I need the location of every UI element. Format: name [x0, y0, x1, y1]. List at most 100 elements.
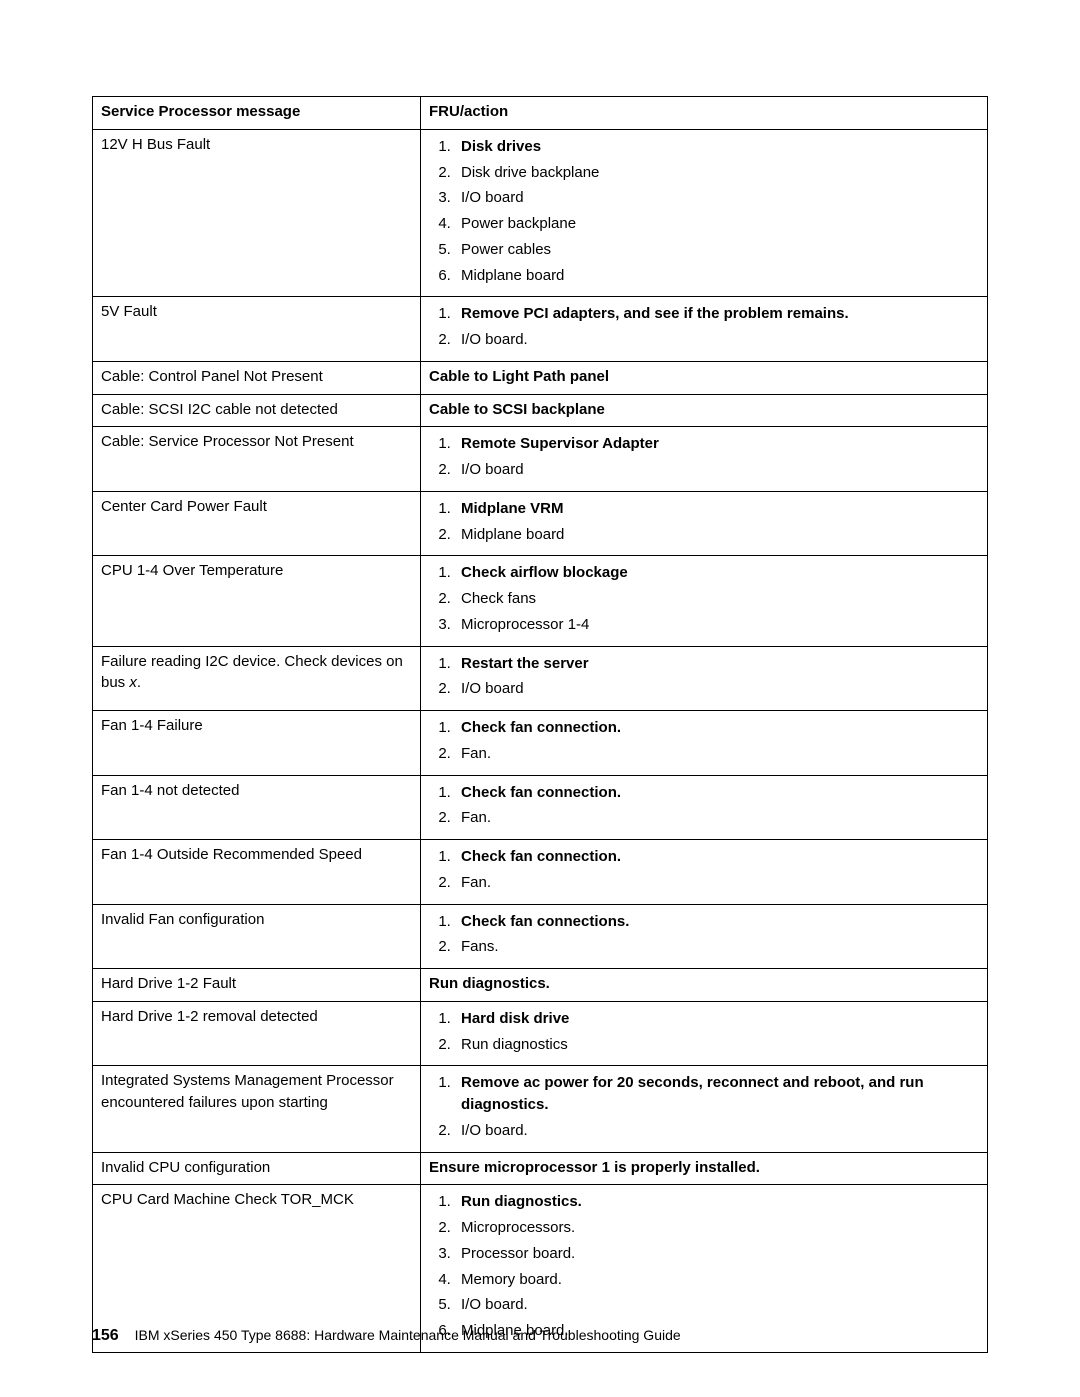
header-message: Service Processor message	[93, 97, 421, 130]
step-text: I/O board.	[461, 331, 528, 348]
action-text: Cable to Light Path panel	[429, 368, 609, 385]
action-step: Midplane board	[455, 524, 979, 546]
action-step: Microprocessors.	[455, 1217, 979, 1239]
action-step: Check fan connections.	[455, 911, 979, 933]
action-step: I/O board.	[455, 329, 979, 351]
step-text: Midplane VRM	[461, 500, 564, 517]
action-cell: Check fan connection. Fan.	[421, 711, 988, 776]
step-text: Microprocessor 1-4	[461, 616, 589, 633]
table-row: Cable: Control Panel Not PresentCable to…	[93, 361, 988, 394]
step-text: Hard disk drive	[461, 1010, 569, 1027]
action-steps: Check airflow blockage Check fans Micropro…	[429, 562, 979, 635]
table-row: Invalid CPU configuration Ensure micropro…	[93, 1152, 988, 1185]
action-cell: Hard disk drive Run diagnostics	[421, 1001, 988, 1066]
table-row: Center Card Power FaultMidplane VRMMidpl…	[93, 491, 988, 556]
step-text: Fan.	[461, 809, 491, 826]
table-row: 12V H Bus FaultDisk drivesDisk drive bac…	[93, 129, 988, 297]
table-row: CPU 1-4 Over TemperatureCheck airflow bl…	[93, 556, 988, 646]
action-cell: Midplane VRM Midplane board	[421, 491, 988, 556]
action-step: Check fans	[455, 588, 979, 610]
action-text: Ensure microprocessor 1 is properly inst…	[429, 1159, 760, 1176]
action-step: Restart the server	[455, 653, 979, 675]
step-text: Check airflow blockage	[461, 564, 628, 581]
action-step: Run diagnostics	[455, 1034, 979, 1056]
step-text: Power cables	[461, 241, 551, 258]
step-text: Memory board.	[461, 1271, 562, 1288]
action-step: Hard disk drive	[455, 1008, 979, 1030]
message-cell: Fan 1-4 Outside Recommended Speed	[93, 840, 421, 905]
table-body: 12V H Bus FaultDisk drivesDisk drive bac…	[93, 129, 988, 1352]
footer-text: IBM xSeries 450 Type 8688: Hardware Main…	[135, 1327, 681, 1343]
step-text: Fan.	[461, 874, 491, 891]
document-page: Service Processor message FRU/action 12V…	[0, 0, 1080, 1397]
step-text: Disk drive backplane	[461, 164, 599, 181]
action-step: Remote Supervisor Adapter	[455, 433, 979, 455]
message-cell: Cable: Service Processor Not Present	[93, 427, 421, 492]
table-row: Cable: Service Processor Not Present Remo…	[93, 427, 988, 492]
action-text: Run diagnostics.	[429, 975, 550, 992]
message-cell: Center Card Power Fault	[93, 491, 421, 556]
message-cell: Hard Drive 1-2 removal detected	[93, 1001, 421, 1066]
action-step: Fan.	[455, 872, 979, 894]
step-text: Run diagnostics.	[461, 1193, 582, 1210]
action-steps: Run diagnostics. Microprocessors. Processo…	[429, 1191, 979, 1342]
message-cell: Invalid CPU configuration	[93, 1152, 421, 1185]
page-footer: 156 IBM xSeries 450 Type 8688: Hardware …	[92, 1327, 681, 1345]
action-cell: Check fan connections. Fans.	[421, 904, 988, 969]
step-text: Check fan connection.	[461, 784, 621, 801]
table-row: Failure reading I2C device. Check device…	[93, 646, 988, 711]
action-steps: Disk drives Disk drive backplane I/O board…	[429, 136, 979, 287]
action-step: Check fan connection.	[455, 846, 979, 868]
action-step: I/O board.	[455, 1120, 979, 1142]
action-step: Midplane board	[455, 265, 979, 287]
action-steps: Midplane VRM Midplane board	[429, 498, 979, 546]
message-cell: Cable: SCSI I2C cable not detected	[93, 394, 421, 427]
action-step: I/O board	[455, 459, 979, 481]
table-row: Fan 1-4 not detectedCheck fan connection…	[93, 775, 988, 840]
action-step: Disk drives	[455, 136, 979, 158]
action-steps: Hard disk drive Run diagnostics	[429, 1008, 979, 1056]
step-text: I/O board	[461, 680, 524, 697]
step-text: Fan.	[461, 745, 491, 762]
action-cell: Ensure microprocessor 1 is properly inst…	[421, 1152, 988, 1185]
table-row: Hard Drive 1-2 removal detectedHard disk…	[93, 1001, 988, 1066]
step-text: Run diagnostics	[461, 1036, 568, 1053]
action-cell: Cable to SCSI backplane	[421, 394, 988, 427]
action-steps: Restart the server I/O board	[429, 653, 979, 701]
action-steps: Check fan connection. Fan.	[429, 782, 979, 830]
step-text: Midplane board	[461, 526, 564, 543]
action-step: Fan.	[455, 743, 979, 765]
table-row: Integrated Systems Management Processor …	[93, 1066, 988, 1152]
step-text: Processor board.	[461, 1245, 575, 1262]
action-cell: Check fan connection. Fan.	[421, 775, 988, 840]
page-number: 156	[92, 1327, 119, 1344]
step-text: Remove ac power for 20 seconds, reconnec…	[461, 1074, 924, 1113]
table-row: Invalid Fan configurationCheck fan conne…	[93, 904, 988, 969]
action-step: Midplane VRM	[455, 498, 979, 520]
step-text: Disk drives	[461, 138, 541, 155]
table-row: 5V FaultRemove PCI adapters, and see if …	[93, 297, 988, 362]
message-cell: Invalid Fan configuration	[93, 904, 421, 969]
action-step: Processor board.	[455, 1243, 979, 1265]
action-step: Disk drive backplane	[455, 162, 979, 184]
message-cell: CPU 1-4 Over Temperature	[93, 556, 421, 646]
step-text: Restart the server	[461, 655, 589, 672]
action-steps: Check fan connection. Fan.	[429, 846, 979, 894]
action-step: Fans.	[455, 936, 979, 958]
action-cell: Run diagnostics.	[421, 969, 988, 1002]
action-cell: Remove ac power for 20 seconds, reconnec…	[421, 1066, 988, 1152]
step-text: Midplane board	[461, 267, 564, 284]
table-row: Fan 1-4 FailureCheck fan connection.Fan.	[93, 711, 988, 776]
step-text: I/O board	[461, 189, 524, 206]
table-row: Cable: SCSI I2C cable not detected Cable …	[93, 394, 988, 427]
step-text: Check fans	[461, 590, 536, 607]
step-text: Power backplane	[461, 215, 576, 232]
action-cell: Remove PCI adapters, and see if the prob…	[421, 297, 988, 362]
action-cell: Cable to Light Path panel	[421, 361, 988, 394]
action-steps: Check fan connections. Fans.	[429, 911, 979, 959]
action-steps: Check fan connection. Fan.	[429, 717, 979, 765]
step-text: Check fan connection.	[461, 719, 621, 736]
step-text: Remote Supervisor Adapter	[461, 435, 659, 452]
action-text: Cable to SCSI backplane	[429, 401, 605, 418]
action-step: Power cables	[455, 239, 979, 261]
